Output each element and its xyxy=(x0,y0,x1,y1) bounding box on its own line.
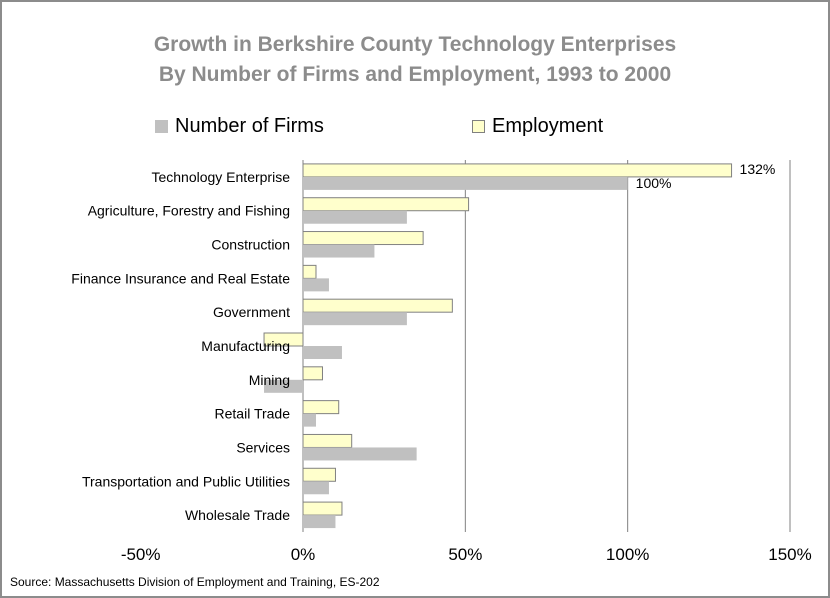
legend-item-employment: Employment xyxy=(472,115,603,138)
bar-employment-3 xyxy=(302,264,317,279)
legend-label-firms: Number of Firms xyxy=(175,115,324,137)
bar-employment-2 xyxy=(302,231,424,246)
bar-firms-1 xyxy=(303,210,407,224)
bar-firms-6 xyxy=(264,379,303,393)
category-label-6: Mining xyxy=(249,372,290,388)
bar-employment-5 xyxy=(263,332,304,347)
category-label-10: Wholesale Trade xyxy=(185,507,290,523)
bar-employment-9 xyxy=(302,467,336,482)
data-label-1: 100% xyxy=(636,175,672,191)
category-label-2: Construction xyxy=(211,237,290,253)
bar-firms-8 xyxy=(303,447,417,461)
bar-firms-2 xyxy=(303,244,375,258)
category-label-4: Government xyxy=(213,304,290,320)
legend-swatch-firms xyxy=(155,120,168,133)
x-tick-label-2: 50% xyxy=(448,545,482,564)
bar-employment-6 xyxy=(302,366,323,381)
data-label-0: 132% xyxy=(740,161,776,177)
bar-firms-10 xyxy=(303,515,336,529)
bar-employment-7 xyxy=(302,400,340,415)
bar-firms-9 xyxy=(303,481,329,495)
legend-item-firms: Number of Firms xyxy=(155,115,324,138)
x-tick-label-1: 0% xyxy=(291,545,316,564)
category-label-7: Retail Trade xyxy=(215,406,291,422)
bar-firms-4 xyxy=(303,312,407,326)
x-tick-label-3: 100% xyxy=(606,545,649,564)
bar-firms-7 xyxy=(303,413,316,427)
bar-employment-4 xyxy=(302,298,453,313)
bar-employment-1 xyxy=(302,197,470,212)
bar-firms-0 xyxy=(303,176,628,190)
bar-firms-5 xyxy=(303,346,342,359)
bar-employment-10 xyxy=(302,501,343,516)
chart-title-line2: By Number of Firms and Employment, 1993 … xyxy=(158,63,672,86)
x-tick-label-4: 150% xyxy=(768,545,811,564)
chart-legend: Number of Firms Employment xyxy=(0,115,830,139)
chart-source: Source: Massachusetts Division of Employ… xyxy=(10,575,380,589)
chart-title: Growth in Berkshire County Technology En… xyxy=(0,30,830,90)
chart-title-line1: Growth in Berkshire County Technology En… xyxy=(153,33,677,56)
x-tick-label-0: -50% xyxy=(121,545,161,564)
legend-label-employment: Employment xyxy=(492,115,604,137)
category-label-9: Transportation and Public Utilities xyxy=(82,473,290,489)
bar-employment-8 xyxy=(302,433,353,448)
category-label-8: Services xyxy=(236,439,290,455)
legend-swatch-employment xyxy=(472,120,485,133)
category-label-0: Technology Enterprise xyxy=(151,169,290,185)
bar-firms-3 xyxy=(303,278,329,292)
category-label-1: Agriculture, Forestry and Fishing xyxy=(88,203,290,219)
category-label-5: Manufacturing xyxy=(201,338,290,354)
category-label-3: Finance Insurance and Real Estate xyxy=(71,270,290,286)
